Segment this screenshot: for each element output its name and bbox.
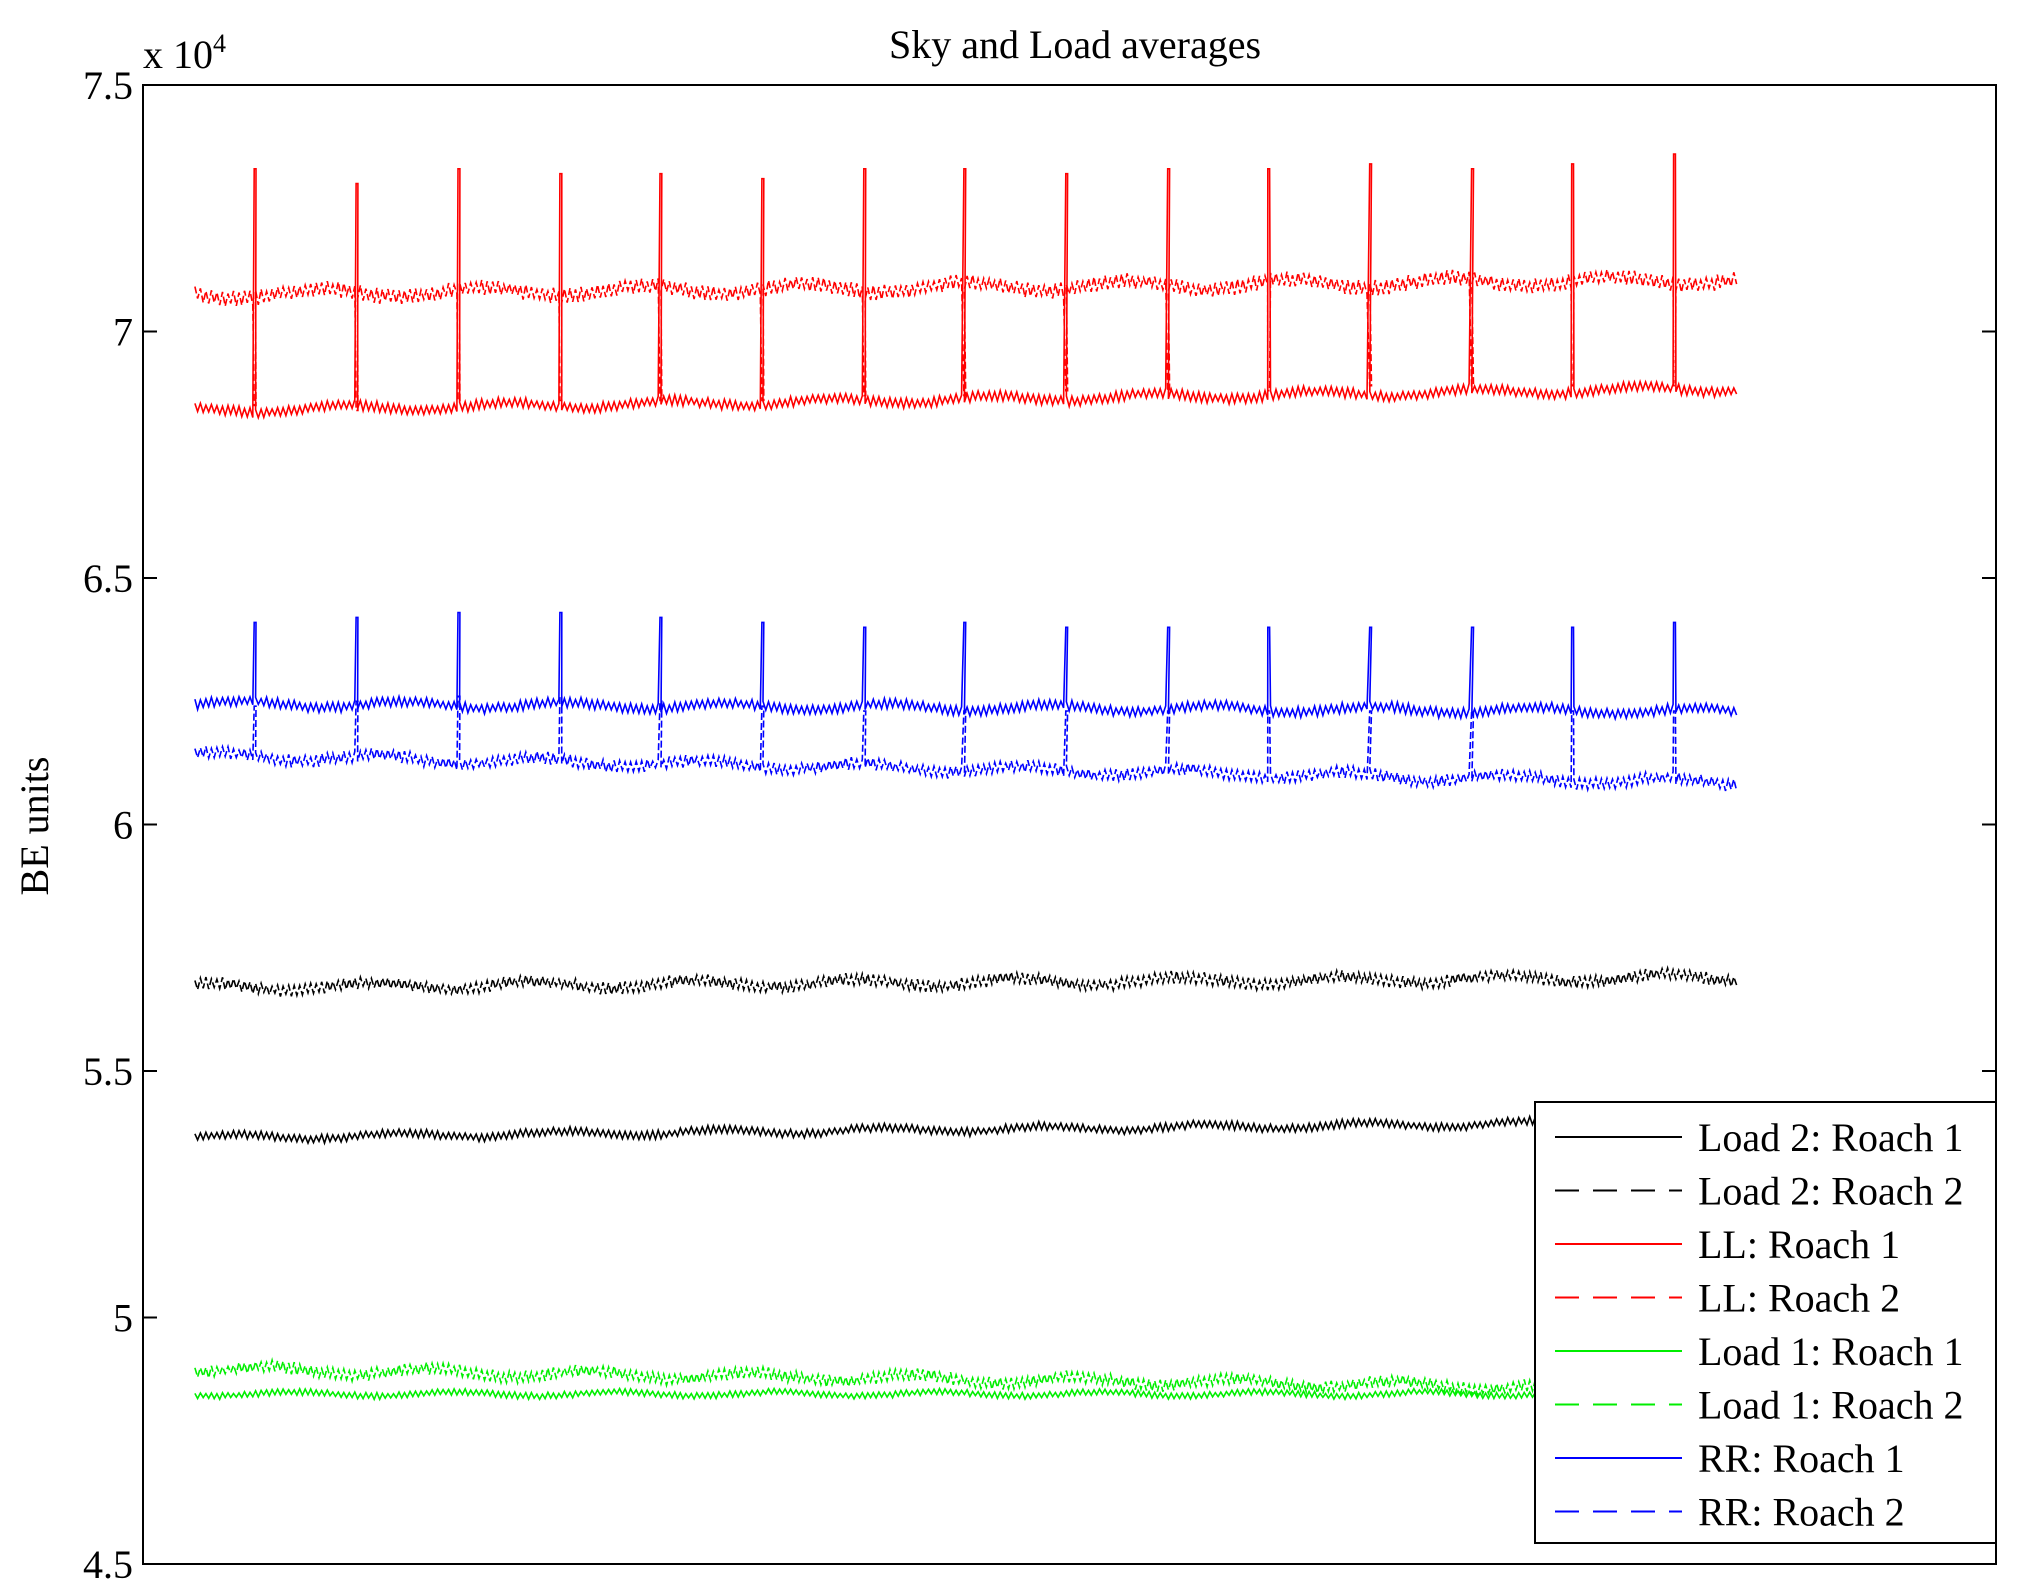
legend-box xyxy=(1534,1101,1997,1544)
y-exponent-label: x 104 xyxy=(143,29,226,77)
legend-label: RR: Roach 2 xyxy=(1698,1490,1905,1535)
series-line-2 xyxy=(194,965,1738,999)
legend-label: RR: Roach 1 xyxy=(1698,1436,1905,1481)
legend-label: Load 2: Roach 1 xyxy=(1698,1115,1964,1160)
y-tick-label: 7 xyxy=(113,310,133,355)
y-tick-label: 6.5 xyxy=(83,556,133,601)
legend-label: LL: Roach 1 xyxy=(1698,1222,1900,1267)
series-line-6 xyxy=(194,1357,1738,1401)
y-axis-label: BE units xyxy=(12,757,57,896)
legend-label: Load 2: Roach 2 xyxy=(1698,1169,1964,1214)
y-exponent-base: x 10 xyxy=(143,32,213,77)
series-layer xyxy=(194,153,1738,1402)
chart-title: Sky and Load averages xyxy=(889,22,1261,67)
legend-label: LL: Roach 2 xyxy=(1698,1276,1900,1321)
series-line-7 xyxy=(194,611,1738,722)
y-exponent-power: 4 xyxy=(213,29,226,58)
series-line-1 xyxy=(194,1112,1738,1146)
legend-label: Load 1: Roach 1 xyxy=(1698,1329,1964,1374)
y-tick-label: 7.5 xyxy=(83,63,133,108)
y-tick-label: 5.5 xyxy=(83,1049,133,1094)
y-ticks: 4.5 5 5.5 6 6.5 7 7.5 xyxy=(83,63,1996,1587)
series-line-5 xyxy=(194,1386,1738,1402)
y-tick-label: 6 xyxy=(113,803,133,848)
y-tick-label: 5 xyxy=(113,1296,133,1341)
y-tick-label: 4.5 xyxy=(83,1542,133,1587)
series-line-4 xyxy=(194,268,1738,412)
legend-label: Load 1: Roach 2 xyxy=(1698,1383,1964,1428)
legend: Load 2: Roach 1 Load 2: Roach 2 LL: Roach … xyxy=(1534,1101,1997,1544)
legend-entries: Load 2: Roach 1 Load 2: Roach 2 LL: Roach … xyxy=(1555,1115,1964,1535)
